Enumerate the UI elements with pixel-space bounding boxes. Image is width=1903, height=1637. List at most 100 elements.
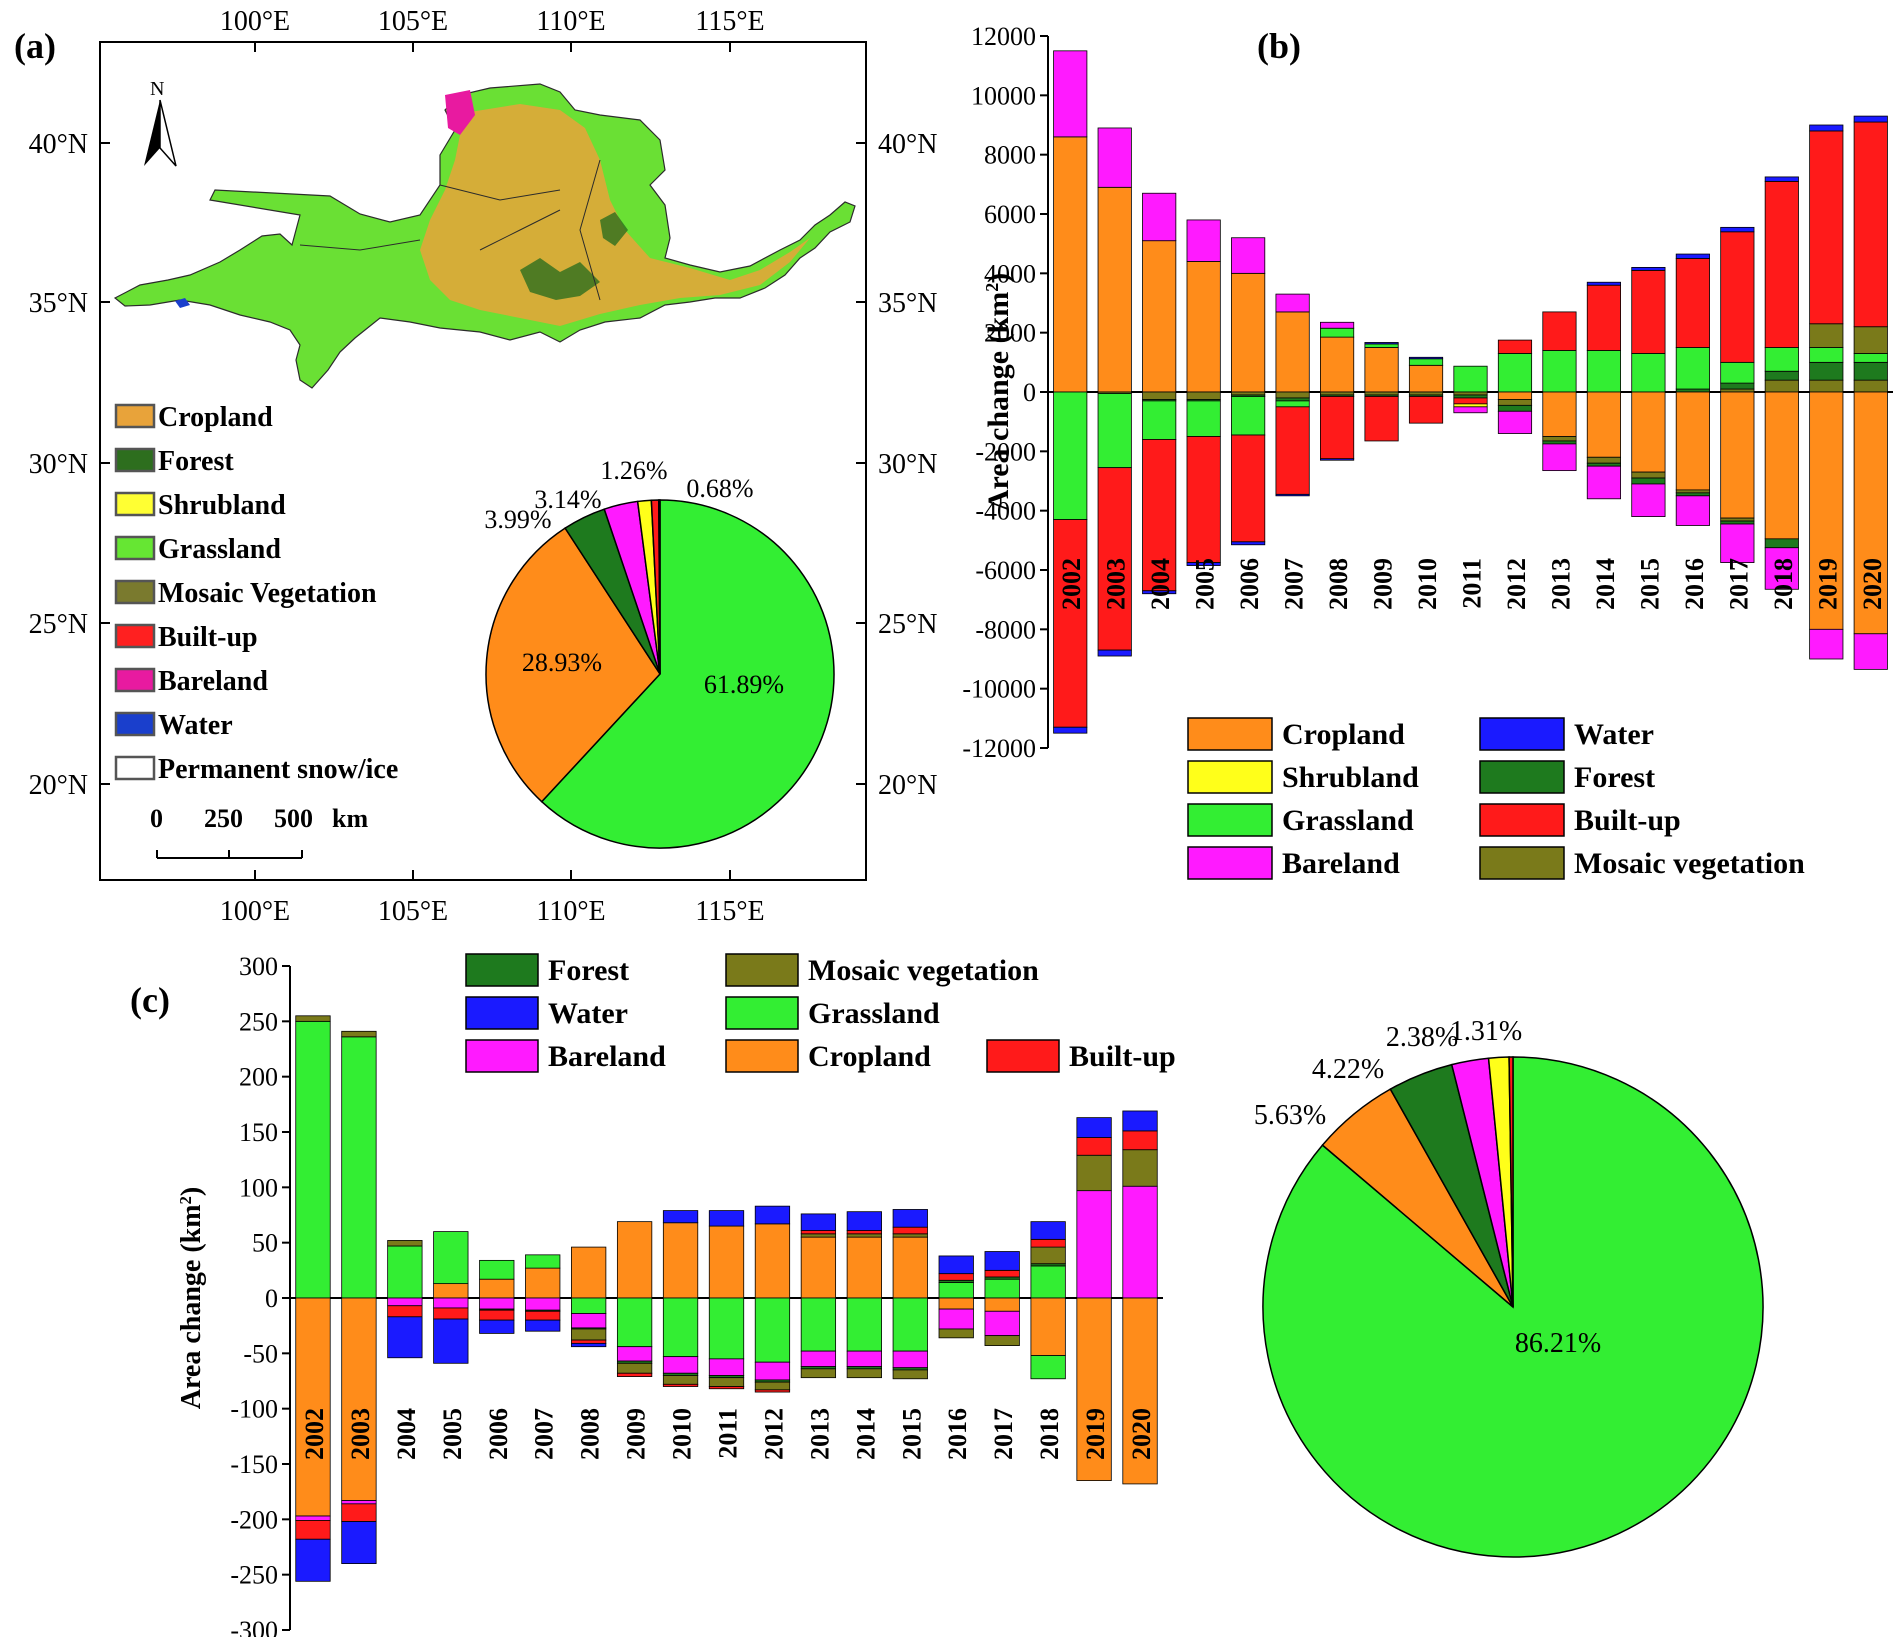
bar-bareland	[1675, 495, 1710, 526]
bar-mosaic-vegetation	[1320, 391, 1355, 396]
y-axis-label-main: Area change (km	[982, 292, 1015, 511]
x-category-label: 2009	[622, 1408, 651, 1460]
y-tick-label: -250	[230, 1561, 278, 1590]
bar-water	[1720, 226, 1755, 233]
map-legend-label: Cropland	[158, 402, 273, 433]
y-tick-label: -6000	[975, 556, 1036, 585]
bar-built-up	[1586, 284, 1621, 351]
bar-cropland	[1497, 391, 1533, 400]
bar-water	[1030, 1221, 1066, 1240]
bar-grassland	[1631, 353, 1666, 393]
bar-mosaic-vegetation	[662, 1375, 699, 1385]
bar-mosaic-vegetation	[892, 1233, 928, 1238]
y-axis-label-close: )	[982, 273, 1015, 283]
bar-built-up	[1453, 397, 1488, 405]
y-tick-label: -300	[230, 1616, 278, 1637]
x-category-label: 2008	[576, 1408, 605, 1460]
bar-forest	[1853, 361, 1888, 381]
bar-built-up	[616, 1372, 653, 1377]
bar-built-up	[754, 1389, 791, 1393]
x-category-label: 2011	[714, 1408, 743, 1459]
bar-mosaic-vegetation	[754, 1381, 791, 1391]
bar-grassland	[387, 1245, 423, 1299]
x-category-label: 2020	[1858, 558, 1887, 610]
pie-c-label: 86.21%	[1515, 1328, 1601, 1359]
map-ticks: 100°E 100°E 105°E 105°E 110°E 110°E 115°E 115°E…	[29, 6, 938, 927]
bar-mosaic-vegetation	[1408, 391, 1444, 396]
pie-chart-c: 86.21% 5.63% 4.22%2.38%1.31%	[1254, 1016, 1764, 1558]
bar-water	[525, 1319, 561, 1332]
bar-water	[1053, 726, 1088, 734]
north-arrow-right	[159, 99, 177, 167]
x-category-label: 2012	[759, 1408, 788, 1460]
bar-forest	[1586, 462, 1621, 467]
water-patch	[175, 298, 190, 308]
bar-forest	[1720, 520, 1755, 525]
y-axis-label: Area change (km2)	[176, 1187, 208, 1410]
legend-swatch	[1187, 803, 1273, 837]
x-category-label: 2014	[1591, 558, 1620, 610]
bar-grassland	[1030, 1355, 1066, 1380]
legend-swatch	[1187, 717, 1273, 751]
bar-bareland	[1186, 219, 1221, 262]
pie-a-label: 3.14%	[534, 485, 601, 514]
bar-water	[433, 1318, 469, 1364]
bar-built-up	[1764, 180, 1799, 348]
y-tick-label: 8000	[984, 141, 1036, 170]
bar-cropland	[892, 1236, 928, 1299]
bar-grassland	[1542, 350, 1577, 393]
forest-patch-2	[600, 212, 628, 246]
bar-water	[1186, 562, 1221, 566]
bar-mosaic-vegetation	[1275, 391, 1310, 399]
bar-bareland	[1053, 50, 1088, 138]
map-legend-swatch	[114, 403, 156, 429]
x-category-label: 2019	[1081, 1408, 1110, 1460]
map-left-tick-label: 40°N	[29, 129, 88, 160]
bar-mosaic-vegetation	[1720, 388, 1755, 393]
x-category-label: 2006	[484, 1408, 513, 1460]
bar-built-up	[662, 1383, 699, 1387]
bar-forest	[1631, 477, 1666, 485]
bar-water	[846, 1211, 882, 1231]
bar-grassland	[479, 1259, 515, 1280]
bar-bareland	[1720, 523, 1755, 563]
bar-built-up	[892, 1226, 928, 1235]
bar-water	[1076, 1117, 1112, 1138]
bar-bareland	[1122, 1185, 1158, 1299]
bar-mosaic-vegetation	[800, 1368, 837, 1379]
x-category-label: 2013	[805, 1408, 834, 1460]
x-category-label: 2019	[1813, 558, 1842, 610]
x-category-label: 2002	[300, 1408, 329, 1460]
bar-bareland	[1453, 406, 1488, 414]
bar-forest	[1675, 492, 1710, 497]
bar-bareland	[938, 1308, 974, 1330]
bar-built-up	[1497, 339, 1533, 354]
pie-c-slice	[1508, 1056, 1514, 1308]
legend-swatch	[1479, 717, 1565, 751]
x-category-label: 2015	[1635, 558, 1664, 610]
bar-mosaic-vegetation	[892, 1369, 928, 1380]
x-category-label: 2016	[1680, 558, 1709, 610]
map-top-tick-label: 115°E	[695, 6, 764, 37]
bar-mosaic-vegetation	[1231, 391, 1266, 396]
y-tick-label: 150	[239, 1118, 278, 1147]
bar-mosaic-vegetation	[1142, 391, 1177, 400]
y-axis-label-sup: 2	[176, 1196, 195, 1204]
map-legend-label: Bareland	[158, 666, 268, 697]
bar-cropland	[1053, 136, 1088, 393]
bar-built-up	[1186, 436, 1221, 563]
bar-bareland	[1497, 410, 1533, 434]
bar-water	[1097, 649, 1132, 657]
bar-water	[662, 1210, 699, 1224]
bar-bareland	[1853, 633, 1888, 670]
map-legend-swatch	[114, 711, 156, 737]
pie-a-slice	[658, 499, 661, 675]
bar-grassland	[1364, 343, 1399, 348]
bar-mosaic-vegetation	[1186, 391, 1221, 400]
y-tick-label: -10000	[962, 675, 1036, 704]
bar-mosaic-vegetation	[800, 1233, 837, 1238]
bar-bareland	[892, 1350, 928, 1369]
panel-a-map: (a) 100°E100°E105°E105°E110°E110°E115°E1…	[14, 6, 937, 927]
legend-swatch	[465, 953, 539, 987]
legend-swatch	[1187, 846, 1273, 880]
